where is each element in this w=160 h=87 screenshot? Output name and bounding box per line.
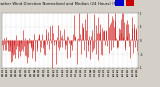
Text: Milwaukee Weather Wind Direction Normalized and Median (24 Hours) (New): Milwaukee Weather Wind Direction Normali… <box>0 2 123 6</box>
